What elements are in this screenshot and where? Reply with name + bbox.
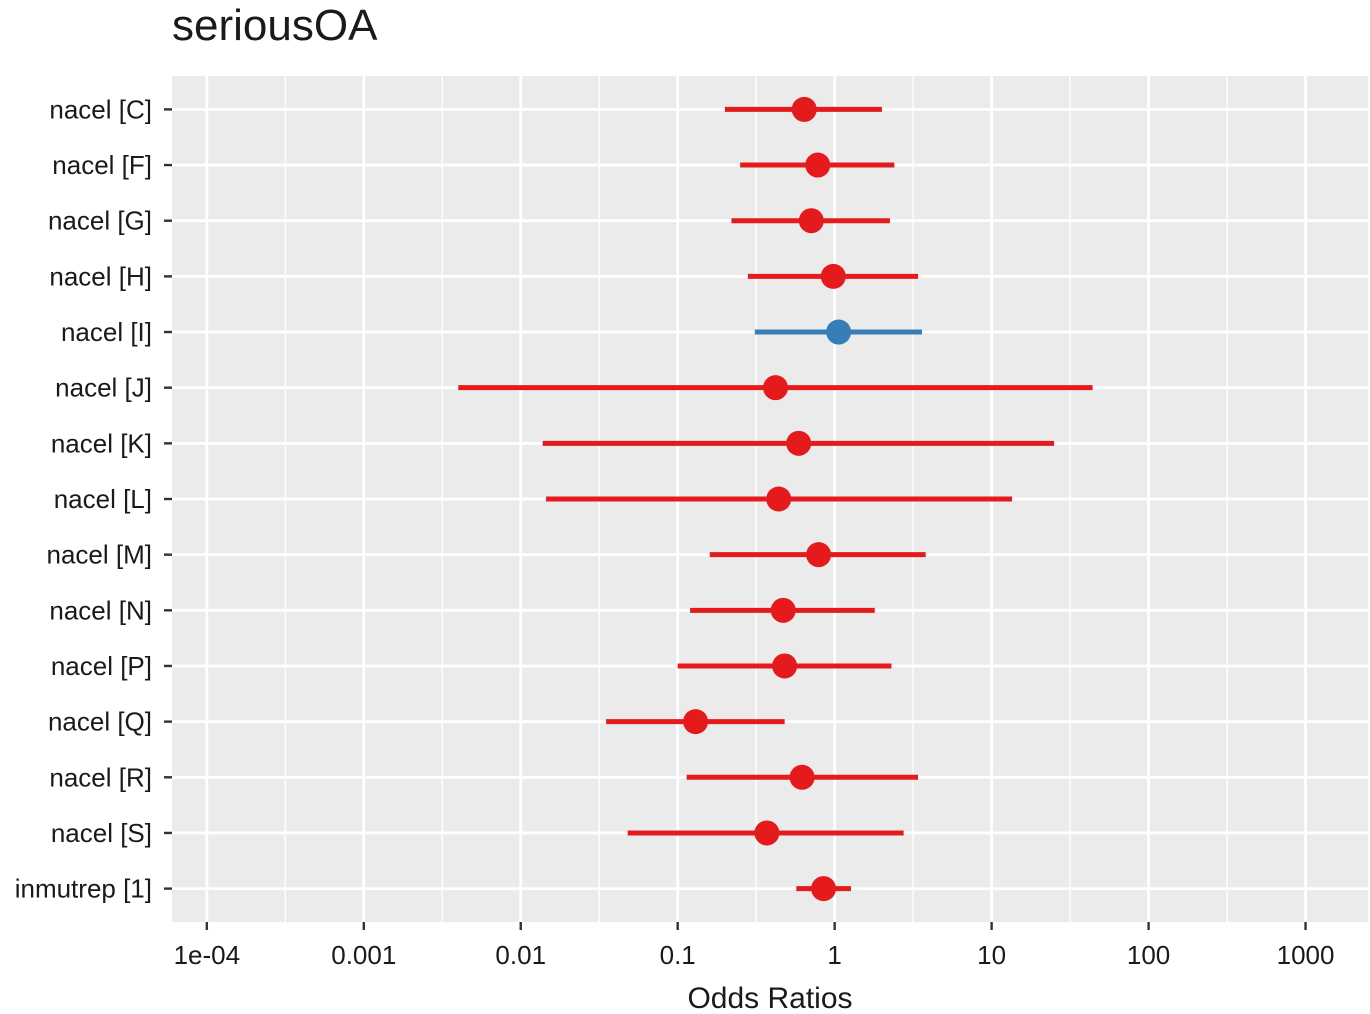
y-tick-label: nacel [H] <box>49 261 152 291</box>
estimate-point <box>763 375 789 401</box>
estimates-layer <box>458 96 1093 902</box>
x-tick-label: 10 <box>977 940 1006 970</box>
estimate-point <box>791 96 817 122</box>
y-tick-label: nacel [N] <box>49 595 152 625</box>
estimate-point <box>820 263 846 289</box>
y-tick-label: nacel [K] <box>51 428 152 458</box>
y-tick-label: nacel [C] <box>49 94 152 124</box>
y-tick-label: nacel [M] <box>47 540 153 570</box>
estimate-point <box>811 876 837 902</box>
y-tick-label: nacel [Q] <box>48 707 152 737</box>
estimate-point <box>786 430 812 456</box>
y-tick-label: nacel [S] <box>51 818 152 848</box>
x-tick-label: 100 <box>1127 940 1170 970</box>
estimate-point <box>805 152 831 178</box>
estimate-point <box>789 764 815 790</box>
x-tick-label: 0.1 <box>660 940 696 970</box>
estimate-point <box>826 319 852 345</box>
y-tick-label: nacel [F] <box>52 150 152 180</box>
y-tick-label: nacel [G] <box>48 206 152 236</box>
y-tick-label: inmutrep [1] <box>15 874 152 904</box>
estimate-point <box>683 709 709 735</box>
x-axis-title: Odds Ratios <box>687 982 852 1009</box>
estimate-point <box>754 820 780 846</box>
estimate-point <box>798 208 824 234</box>
x-tick-label: 0.01 <box>495 940 546 970</box>
y-tick-label: nacel [J] <box>55 373 152 403</box>
estimate-point <box>770 597 796 623</box>
x-tick-label: 1 <box>827 940 841 970</box>
estimate-point <box>772 653 798 679</box>
x-tick-label: 0.001 <box>331 940 396 970</box>
estimate-point <box>766 486 792 512</box>
x-tick-label: 1000 <box>1277 940 1335 970</box>
y-tick-label: nacel [L] <box>54 484 152 514</box>
y-axis: nacel [C] nacel [F] nacel [G] nacel [H] nace… <box>15 94 172 904</box>
y-tick-label: nacel [I] <box>61 317 152 347</box>
y-tick-label: nacel [R] <box>49 762 152 792</box>
estimate-point <box>806 542 832 568</box>
y-tick-label: nacel [P] <box>51 651 152 681</box>
x-axis: 1e-04 0.001 0.01 0.1 1 10 100 1000 <box>174 922 1335 970</box>
x-tick-label: 1e-04 <box>174 940 241 970</box>
chart-title: seriousOA <box>172 1 378 50</box>
